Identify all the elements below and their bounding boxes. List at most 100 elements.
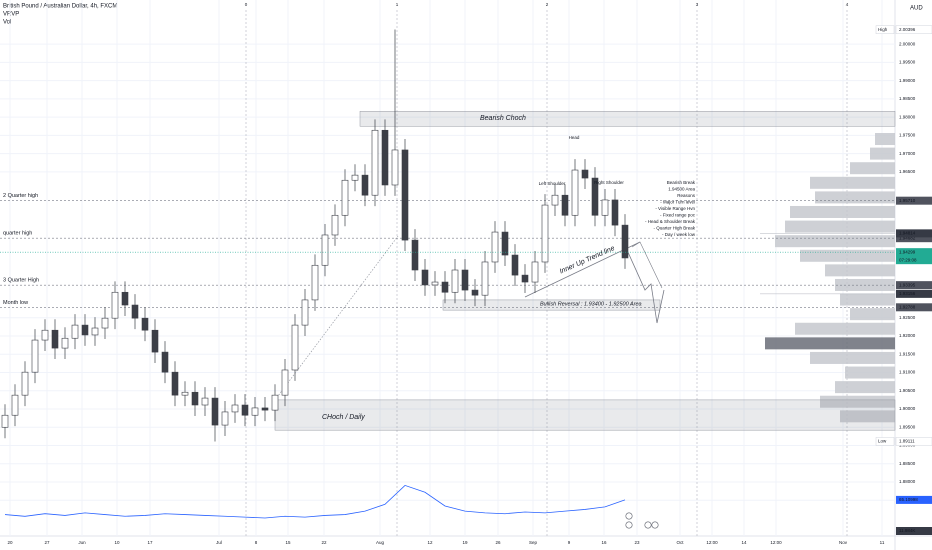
price-badge — [896, 289, 932, 298]
candle-body — [511, 254, 519, 276]
zone — [274, 399, 896, 431]
x-tick-label: 19 — [462, 540, 468, 545]
price-badge-label: 1.93156 — [899, 291, 916, 296]
candle-body — [261, 407, 269, 411]
candle-body — [401, 149, 409, 241]
zone-label: Bearish Choch — [480, 115, 526, 122]
extreme-name: Low — [878, 439, 887, 444]
x-tick-label: 12 — [427, 540, 433, 545]
annotation-reason: - Day / week low — [662, 232, 696, 237]
extreme-tag — [875, 25, 895, 34]
x-tick-label: Oct — [676, 540, 684, 545]
volume-profile-bar — [850, 308, 895, 321]
price-badge — [896, 234, 932, 243]
candle-body — [251, 407, 259, 416]
annotation-reason: Bearish Break — [667, 180, 696, 185]
annotation-reason: - Major Turn level — [660, 200, 695, 205]
candle-body — [221, 411, 229, 426]
price-badge — [895, 25, 932, 34]
candle-body — [61, 337, 69, 349]
price-axis — [895, 0, 932, 550]
current-price-badge — [896, 248, 932, 265]
volume-profile-bar — [825, 264, 895, 277]
projection-path — [631, 241, 663, 289]
candle-body — [491, 231, 499, 263]
price-badge-label: 1.94814 — [899, 231, 916, 236]
trend-line — [274, 235, 399, 401]
candle-body — [371, 129, 379, 196]
candle-body — [601, 199, 609, 216]
candle-body — [611, 199, 619, 226]
candle-body — [381, 129, 389, 186]
y-tick-label: 1.90500 — [899, 388, 916, 393]
candle-body — [391, 149, 399, 186]
candle-body — [521, 274, 529, 283]
volume-profile-bar — [845, 366, 895, 379]
level-name: quarter high — [3, 231, 32, 237]
x-tick-label: 14 — [741, 540, 747, 545]
candle-body — [561, 194, 569, 216]
candle-body — [111, 291, 119, 319]
indicator-line — [4, 484, 626, 519]
candle-body — [31, 339, 39, 373]
candle-body — [331, 214, 339, 236]
extreme-name: High — [878, 27, 888, 32]
candle-body — [201, 397, 209, 406]
y-tick-label: 1.99000 — [899, 78, 916, 83]
candle-body — [1, 414, 9, 428]
x-tick-label: Jun — [78, 540, 86, 545]
candle-body — [151, 329, 159, 353]
cycle-label: 2 — [546, 2, 549, 7]
level-name: 2 Quarter high — [3, 193, 38, 199]
volume-profile-bar — [765, 337, 895, 350]
x-tick-label: Nov — [839, 540, 848, 545]
zone — [442, 299, 661, 311]
candle-body — [161, 351, 169, 373]
price-badge-label: 1.89111 — [899, 439, 915, 444]
y-tick-label: 1.97500 — [899, 133, 916, 138]
extreme-tag — [875, 437, 895, 446]
annotation-reason: Reasons — [677, 193, 696, 198]
price-badge — [895, 437, 932, 446]
candle-body — [241, 404, 249, 416]
volume-profile-bar — [820, 395, 895, 408]
candle-body — [271, 394, 279, 411]
candle-body — [41, 329, 49, 341]
x-tick-label: 10 — [114, 540, 120, 545]
y-tick-label: 1.98500 — [899, 96, 916, 101]
candle-body — [71, 324, 79, 339]
y-tick-label: 1.88000 — [899, 479, 916, 484]
level-name: 3 Quarter High — [3, 278, 39, 284]
candle-body — [301, 299, 309, 326]
candle-body — [291, 324, 299, 371]
y-tick-label: 1.96500 — [899, 169, 916, 174]
x-tick-label: 12:00 — [706, 540, 718, 545]
annotation-reason: - Fixed range poc — [660, 213, 696, 218]
candle-body — [181, 391, 189, 396]
indicator-label: 65.10998 — [899, 497, 918, 502]
y-tick-label: 1.92500 — [899, 315, 916, 320]
event-icon — [625, 512, 633, 520]
annotation: Right Shoulder — [594, 180, 624, 185]
y-tick-label: 1.90000 — [899, 406, 916, 411]
candle-body — [441, 281, 449, 293]
volume-profile-bar — [850, 162, 895, 175]
candle-body — [141, 317, 149, 331]
volume-profile-bar — [815, 191, 895, 204]
price-badge-label: 2.00396 — [899, 27, 916, 32]
cycle-label: 4 — [846, 2, 849, 7]
candle-body — [171, 371, 179, 396]
candle-body — [231, 404, 239, 413]
chart-title: British Pound / Australian Dollar, 4h, F… — [3, 4, 117, 10]
volume-profile-bar — [795, 322, 895, 335]
candle-body — [121, 291, 129, 306]
x-tick-label: 23 — [634, 540, 640, 545]
y-tick-label: 2.00000 — [899, 41, 916, 46]
candle-body — [451, 269, 459, 293]
price-badge — [896, 527, 932, 535]
price-badge — [896, 495, 932, 504]
event-icon — [644, 521, 652, 529]
cycle-label: 1 — [396, 2, 399, 7]
volume-profile-bar — [800, 249, 895, 262]
trend-line — [524, 241, 641, 298]
